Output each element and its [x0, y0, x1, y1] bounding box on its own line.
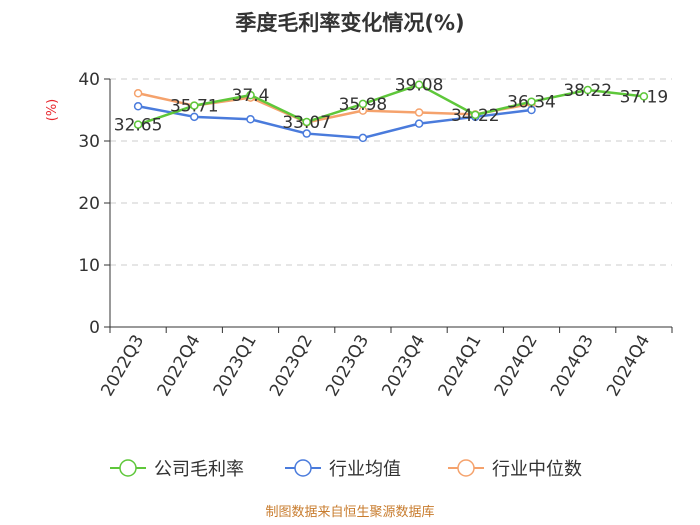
- data-point: [302, 117, 311, 127]
- data-point: [246, 90, 255, 100]
- x-tick-label: 2023Q2: [266, 332, 317, 400]
- legend: 公司毛利率 行业均值 行业中位数: [110, 459, 582, 480]
- data-point: [583, 85, 592, 95]
- data-label: 36.34: [507, 93, 556, 113]
- data-label: 35.71: [170, 97, 219, 117]
- y-tick-label: 20: [78, 194, 100, 214]
- y-axis-unit: (%): [45, 99, 60, 122]
- data-point: [133, 89, 143, 98]
- legend-marker-icon: [294, 459, 312, 477]
- x-tick-label: 2024Q1: [435, 332, 486, 400]
- x-tick-label: 2023Q1: [210, 332, 261, 400]
- series: [133, 80, 649, 143]
- data-point: [414, 80, 424, 89]
- data-point: [471, 110, 480, 120]
- data-label: 39.08: [395, 76, 444, 96]
- x-tick-label: 2024Q2: [491, 332, 542, 400]
- data-point: [133, 102, 143, 111]
- data-point: [639, 92, 649, 101]
- x-tick-label: 2024Q4: [603, 332, 654, 400]
- series-line: [137, 105, 532, 140]
- data-point: [414, 119, 424, 128]
- grid: [110, 78, 672, 266]
- data-point: [190, 101, 199, 110]
- x-tick-label: 2023Q4: [378, 332, 429, 400]
- x-tick-label: 2022Q3: [97, 332, 148, 400]
- data-point: [302, 129, 311, 138]
- data-point: [190, 112, 199, 122]
- legend-label: 公司毛利率: [154, 459, 244, 480]
- data-point: [246, 115, 255, 124]
- x-tick-label: 2022Q4: [154, 332, 205, 400]
- y-tick-label: 0: [89, 318, 100, 338]
- data-labels: 32.65 35.71 37.4 33.07 35.98 39.08 34.22 36.34 3…: [114, 76, 668, 136]
- data-label: 37.19: [620, 87, 669, 107]
- y-tick-label: 40: [78, 70, 100, 90]
- y-tick-label: 30: [78, 132, 100, 152]
- legend-item-2: 行业中位数: [448, 459, 582, 480]
- data-point: [527, 97, 536, 106]
- series-line: [137, 83, 645, 126]
- data-label: 33.07: [282, 113, 331, 133]
- legend-label: 行业均值: [329, 459, 401, 480]
- legend-item-0: 公司毛利率: [110, 459, 244, 480]
- data-point: [358, 99, 368, 109]
- data-label: 35.98: [339, 95, 388, 115]
- x-tick-label: 2023Q3: [322, 332, 373, 400]
- data-point: [358, 133, 368, 143]
- data-point: [414, 108, 424, 117]
- data-label: 34.22: [451, 106, 500, 126]
- legend-marker-icon: [119, 459, 137, 477]
- series-1: [133, 102, 536, 143]
- chart-title: 季度毛利率变化情况(%): [235, 11, 464, 35]
- data-point: [527, 105, 536, 115]
- legend-item-1: 行业均值: [285, 459, 401, 480]
- source-note: 制图数据来自恒生聚源数据库: [265, 504, 434, 520]
- data-point: [133, 120, 143, 129]
- y-tick-label: 10: [78, 256, 100, 276]
- legend-label: 行业中位数: [492, 459, 582, 480]
- legend-marker-icon: [457, 459, 475, 477]
- x-tick-label: 2024Q3: [547, 332, 598, 400]
- data-label: 32.65: [114, 116, 163, 136]
- series-0: [133, 80, 649, 129]
- data-label: 38.22: [563, 81, 612, 101]
- data-label: 37.4: [232, 86, 270, 106]
